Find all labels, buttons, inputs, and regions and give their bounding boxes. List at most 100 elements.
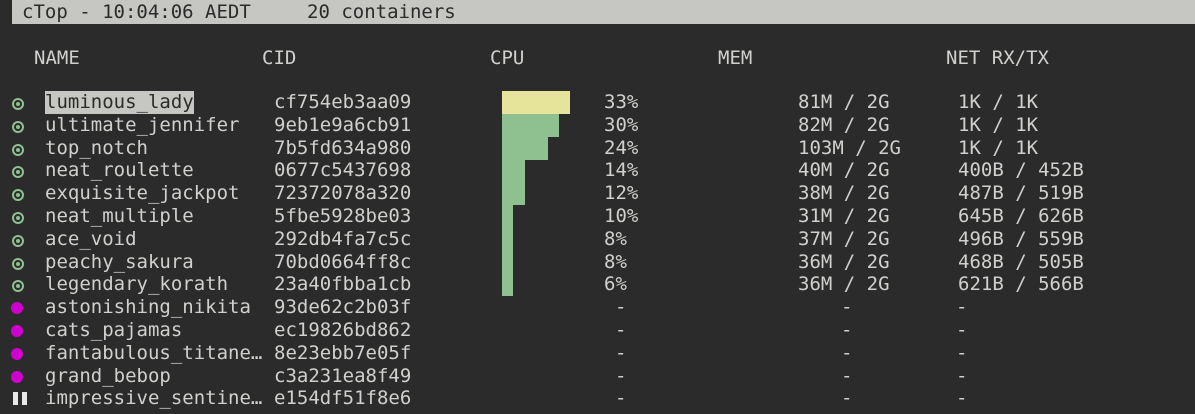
running-status-icon [12,280,24,293]
container-id: 70bd0664ff8c [274,250,412,273]
column-header-name[interactable]: NAME [34,47,80,69]
running-status-icon [12,143,24,156]
cpu-percent: 8% [604,250,627,273]
container-row[interactable]: luminous_lady cf754eb3aa09 33% 81M / 2G 1K /… [0,91,1195,114]
cpu-percent: - [615,296,627,319]
container-row[interactable]: impressive_sentine… e154df51f8e6 - - - [0,387,1195,410]
network-rx-tx: - [956,364,968,387]
container-id: 9eb1e9a6cb91 [274,113,412,136]
network-rx-tx: 487B / 519B [958,182,1084,205]
network-rx-tx: - [956,387,968,410]
container-name: legendary_korath [45,273,229,296]
container-name: peachy_sakura [45,250,194,273]
container-name: impressive_sentine… [45,387,263,410]
cpu-percent: - [615,319,627,341]
memory-usage: - [841,364,853,387]
column-header-net[interactable]: NET RX/TX [946,47,1049,69]
container-id: c3a231ea8f49 [274,364,412,387]
memory-usage: 36M / 2G [798,273,890,296]
container-id: ec19826bd862 [274,319,412,341]
container-id: e154df51f8e6 [274,387,412,410]
running-status-icon [12,98,24,110]
container-row[interactable]: exquisite_jackpot 72372078a320 12% 38M / 2G… [0,182,1195,206]
cpu-bar [502,159,525,183]
column-header-cid[interactable]: CID [262,47,297,69]
container-row[interactable]: neat_roulette 0677c5437698 14% 40M / 2G 400B… [0,159,1195,183]
network-rx-tx: 1K / 1K [958,136,1039,159]
container-name: fantabulous_titane… [45,341,263,364]
running-status-icon [12,212,24,224]
cpu-bar [502,182,525,206]
container-id: 72372078a320 [274,182,412,205]
cpu-percent: 33% [604,91,639,113]
cpu-percent: - [615,364,627,387]
cpu-percent: 24% [604,136,639,159]
stopped-status-icon [11,302,23,315]
memory-usage: 40M / 2G [798,159,890,182]
container-name: cats_pajamas [45,319,183,341]
cpu-bar [502,227,514,251]
memory-usage: 38M / 2G [798,182,890,205]
container-name: ace_void [45,227,137,250]
container-row[interactable]: ace_void 292db4fa7c5c 8% 37M / 2G 496B / 559… [0,227,1195,251]
memory-usage: 82M / 2G [798,113,890,136]
memory-usage: - [841,341,853,364]
memory-usage: - [841,319,853,341]
stopped-status-icon [11,370,23,383]
column-header-cpu[interactable]: CPU [490,47,525,69]
container-id: 7b5fd634a980 [274,136,412,159]
cpu-bar [502,91,571,114]
container-id: 8e23ebb7e05f [274,341,412,364]
container-row[interactable]: neat_multiple 5fbe5928be03 10% 31M / 2G 645B… [0,205,1195,228]
cpu-percent: 30% [604,113,639,136]
network-rx-tx: - [956,296,968,319]
container-name: exquisite_jackpot [45,182,240,205]
container-name: grand_bebop [45,364,171,387]
network-rx-tx: 496B / 559B [958,227,1084,250]
cpu-percent: 14% [604,159,639,182]
running-status-icon [12,234,24,247]
cpu-percent: - [615,341,627,364]
container-row[interactable]: legendary_korath 23a40fbba1cb 6% 36M / 2G 62… [0,273,1195,297]
container-name: luminous_lady [45,91,194,114]
title-bar: cTop - 10:04:06 AEDT 20 containers [12,0,1195,24]
cpu-percent: 10% [604,205,639,227]
memory-usage: 103M / 2G [798,136,901,159]
container-name: astonishing_nikita [45,296,251,319]
memory-usage: - [841,387,853,410]
stopped-status-icon [11,325,23,337]
container-row[interactable]: top_notch 7b5fd634a980 24% 103M / 2G 1K / 1K [0,136,1195,160]
container-row[interactable]: ultimate_jennifer 9eb1e9a6cb91 30% 82M / 2G… [0,113,1195,137]
cpu-bar [502,250,514,274]
cpu-percent: - [615,387,627,410]
container-row[interactable]: astonishing_nikita 93de62c2b03f - - - [0,296,1195,319]
network-rx-tx: 468B / 505B [958,250,1084,273]
memory-usage: 31M / 2G [798,205,890,227]
container-row[interactable]: grand_bebop c3a231ea8f49 - - - [0,365,1195,388]
container-id: cf754eb3aa09 [274,91,412,113]
running-status-icon [12,120,24,133]
container-id: 93de62c2b03f [274,296,412,319]
container-row[interactable]: fantabulous_titane… 8e23ebb7e05f - - - [0,342,1195,365]
container-id: 292db4fa7c5c [274,227,412,250]
column-header-mem[interactable]: MEM [718,47,753,69]
cpu-bar [502,205,514,228]
container-count: 20 containers [307,1,456,23]
paused-status-icon [13,392,27,406]
container-name: ultimate_jennifer [45,113,240,136]
app-title: cTop - 10:04:06 AEDT [22,1,251,23]
container-name: neat_roulette [45,159,194,182]
network-rx-tx: 645B / 626B [958,205,1084,227]
cpu-bar [502,136,548,160]
container-row[interactable]: cats_pajamas ec19826bd862 - - - [0,319,1195,342]
cpu-bar [502,113,559,137]
cpu-percent: 8% [604,227,627,250]
cpu-percent: 6% [604,273,627,296]
memory-usage: 36M / 2G [798,250,890,273]
network-rx-tx: 621B / 566B [958,273,1084,296]
container-name: top_notch [45,136,148,159]
stopped-status-icon [11,347,23,360]
container-row[interactable]: peachy_sakura 70bd0664ff8c 8% 36M / 2G 468B … [0,250,1195,274]
network-rx-tx: - [956,341,968,364]
network-rx-tx: 400B / 452B [958,159,1084,182]
